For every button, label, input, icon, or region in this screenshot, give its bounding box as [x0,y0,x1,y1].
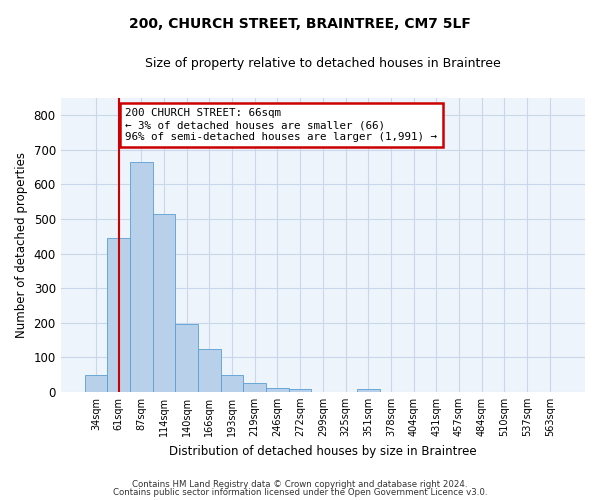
Bar [107,238,130,392]
Bar [244,383,266,392]
Bar [175,324,198,392]
Y-axis label: Number of detached properties: Number of detached properties [15,152,28,338]
X-axis label: Distribution of detached houses by size in Braintree: Distribution of detached houses by size … [169,444,476,458]
Bar [357,389,380,392]
Bar [221,374,244,392]
Bar [152,214,175,392]
Text: 200 CHURCH STREET: 66sqm
← 3% of detached houses are smaller (66)
96% of semi-de: 200 CHURCH STREET: 66sqm ← 3% of detache… [125,108,437,142]
Text: 200, CHURCH STREET, BRAINTREE, CM7 5LF: 200, CHURCH STREET, BRAINTREE, CM7 5LF [129,18,471,32]
Bar [198,348,221,392]
Text: Contains HM Land Registry data © Crown copyright and database right 2024.: Contains HM Land Registry data © Crown c… [132,480,468,489]
Title: Size of property relative to detached houses in Braintree: Size of property relative to detached ho… [145,58,501,70]
Bar [289,389,311,392]
Text: Contains public sector information licensed under the Open Government Licence v3: Contains public sector information licen… [113,488,487,497]
Bar [266,388,289,392]
Bar [85,374,107,392]
Bar [130,162,152,392]
